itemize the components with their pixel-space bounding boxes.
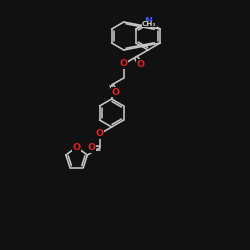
Text: O: O (72, 143, 81, 152)
Text: CH₃: CH₃ (142, 21, 156, 27)
Text: N: N (144, 18, 152, 26)
Text: O: O (87, 144, 95, 152)
Text: O: O (120, 60, 128, 68)
Text: O: O (112, 88, 120, 97)
Text: O: O (96, 130, 104, 138)
Text: O: O (136, 60, 144, 69)
